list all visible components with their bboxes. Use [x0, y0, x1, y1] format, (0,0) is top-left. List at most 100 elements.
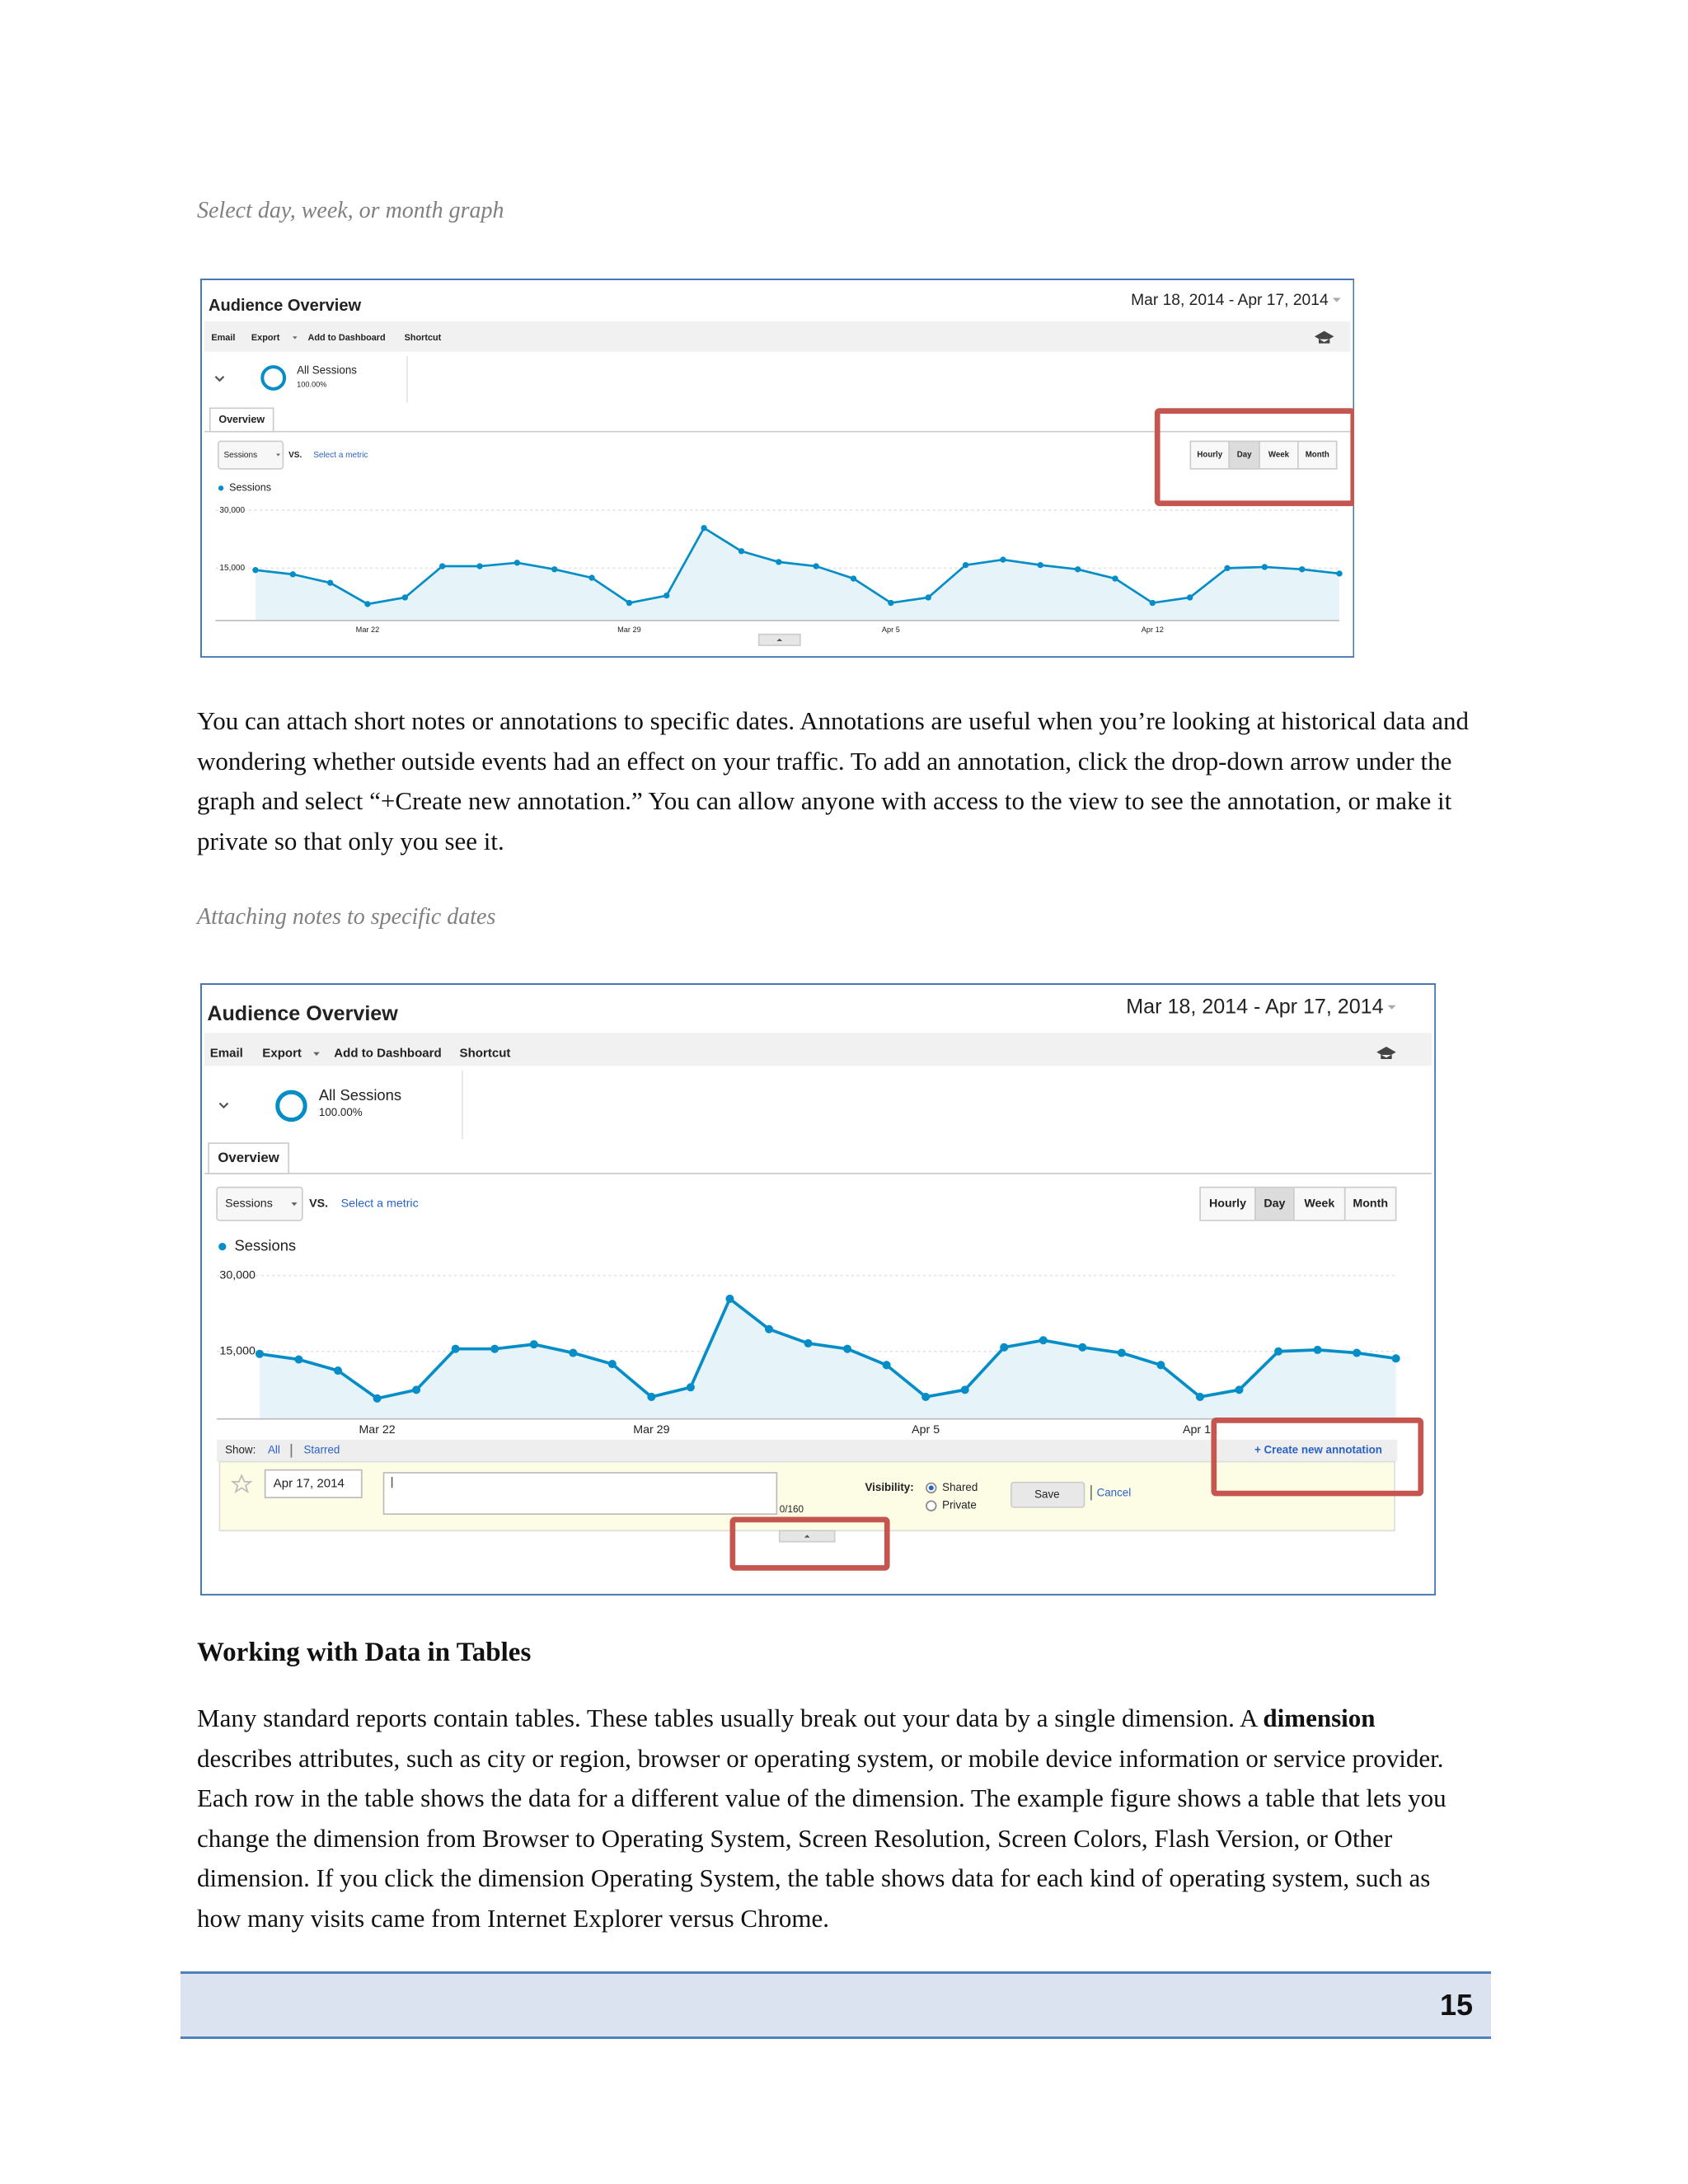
select-metric[interactable]: Select a metric [313, 451, 368, 460]
menu-item[interactable]: Shortcut [405, 333, 442, 343]
point[interactable] [1261, 564, 1268, 570]
interval-button[interactable] [1343, 1186, 1397, 1221]
point[interactable] [1039, 1336, 1048, 1345]
point[interactable] [1391, 1354, 1400, 1363]
interval-label: Hourly [1209, 1197, 1246, 1210]
point[interactable] [921, 1392, 931, 1401]
legend-dot [218, 485, 224, 491]
menu-item[interactable]: Email [211, 333, 235, 343]
menu-item[interactable]: Email [210, 1046, 243, 1060]
point[interactable] [252, 567, 259, 574]
interval-button[interactable] [1297, 440, 1338, 470]
point[interactable] [776, 559, 782, 565]
interval-button[interactable] [1199, 1186, 1256, 1221]
menu-item[interactable]: Add to Dashboard [334, 1046, 441, 1060]
filter-all[interactable]: All [268, 1444, 280, 1456]
point[interactable] [882, 1361, 891, 1370]
point[interactable] [513, 560, 521, 566]
point[interactable] [626, 599, 633, 607]
point[interactable] [289, 571, 296, 578]
interval-button[interactable] [1254, 1186, 1295, 1221]
paragraph: You can attach short notes or annotation… [197, 706, 1470, 855]
point[interactable] [1074, 566, 1081, 573]
point[interactable] [607, 1360, 617, 1369]
point[interactable] [412, 1385, 421, 1394]
point[interactable] [725, 1294, 734, 1303]
point[interactable] [647, 1392, 656, 1401]
metric-dropdown[interactable] [217, 440, 284, 470]
point[interactable] [888, 599, 894, 607]
point[interactable] [962, 561, 969, 569]
point[interactable] [1037, 561, 1043, 569]
filter-starred[interactable]: Starred [303, 1444, 340, 1456]
point[interactable] [1299, 566, 1306, 573]
create-annotation[interactable]: + Create new annotation [1254, 1444, 1382, 1456]
point[interactable] [925, 594, 931, 601]
point[interactable] [1156, 1361, 1165, 1370]
point[interactable] [401, 594, 409, 601]
point[interactable] [364, 601, 371, 607]
point[interactable] [960, 1385, 969, 1394]
date-box[interactable] [264, 1469, 363, 1498]
point[interactable] [701, 524, 707, 532]
point[interactable] [1224, 565, 1231, 572]
interval-button[interactable] [1259, 440, 1299, 470]
point[interactable] [850, 575, 857, 582]
point[interactable] [813, 563, 819, 569]
point[interactable] [764, 1324, 774, 1333]
chevron[interactable] [214, 376, 225, 382]
point[interactable] [1078, 1343, 1087, 1352]
point[interactable] [588, 574, 595, 581]
cancel-link[interactable]: Cancel [1097, 1487, 1132, 1499]
radio[interactable] [926, 1500, 937, 1511]
point[interactable] [438, 563, 446, 569]
select-metric[interactable]: Select a metric [341, 1197, 419, 1210]
point[interactable] [738, 548, 745, 555]
metric-dropdown[interactable] [216, 1186, 303, 1221]
point[interactable] [804, 1338, 813, 1347]
point[interactable] [1000, 556, 1006, 563]
point[interactable] [1117, 1348, 1126, 1357]
point[interactable] [1313, 1345, 1322, 1354]
date-range[interactable]: Mar 18, 2014 - Apr 17, 2014 [1131, 292, 1329, 309]
point[interactable] [1149, 599, 1156, 607]
interval-button[interactable] [1228, 440, 1260, 470]
point[interactable] [1186, 594, 1193, 601]
point[interactable] [255, 1349, 264, 1358]
interval-button[interactable] [1293, 1186, 1346, 1221]
point[interactable] [490, 1344, 499, 1353]
menu-item[interactable]: Shortcut [460, 1046, 511, 1060]
save-button[interactable] [1010, 1481, 1085, 1508]
menu-item[interactable]: Add to Dashboard [308, 333, 386, 343]
point[interactable] [326, 579, 334, 586]
point[interactable] [334, 1366, 343, 1376]
point[interactable] [1274, 1347, 1283, 1356]
point[interactable] [1353, 1348, 1362, 1357]
point[interactable] [373, 1394, 382, 1403]
x-tick-label: Apr 12 [1142, 626, 1164, 634]
star[interactable] [230, 1474, 253, 1494]
point[interactable] [569, 1348, 578, 1357]
tab[interactable] [209, 407, 274, 433]
point[interactable] [1112, 575, 1118, 582]
menu-item[interactable]: Export [262, 1046, 302, 1060]
point[interactable] [1235, 1385, 1244, 1394]
point[interactable] [663, 592, 670, 599]
chevron[interactable] [218, 1102, 229, 1109]
menu-item[interactable]: Export [251, 333, 280, 343]
point[interactable] [1000, 1343, 1009, 1352]
point[interactable] [1195, 1392, 1204, 1401]
point[interactable] [686, 1383, 695, 1392]
tab[interactable] [208, 1142, 289, 1174]
interval-button[interactable] [1189, 440, 1231, 470]
point[interactable] [529, 1340, 538, 1349]
point[interactable] [294, 1355, 303, 1364]
dropdown-arrow [293, 336, 298, 340]
point[interactable] [451, 1344, 460, 1353]
point[interactable] [551, 566, 558, 573]
point[interactable] [843, 1344, 852, 1353]
point[interactable] [1336, 570, 1343, 577]
date-range[interactable]: Mar 18, 2014 - Apr 17, 2014 [1126, 996, 1383, 1019]
point[interactable] [476, 563, 483, 569]
note-field[interactable] [382, 1472, 778, 1516]
